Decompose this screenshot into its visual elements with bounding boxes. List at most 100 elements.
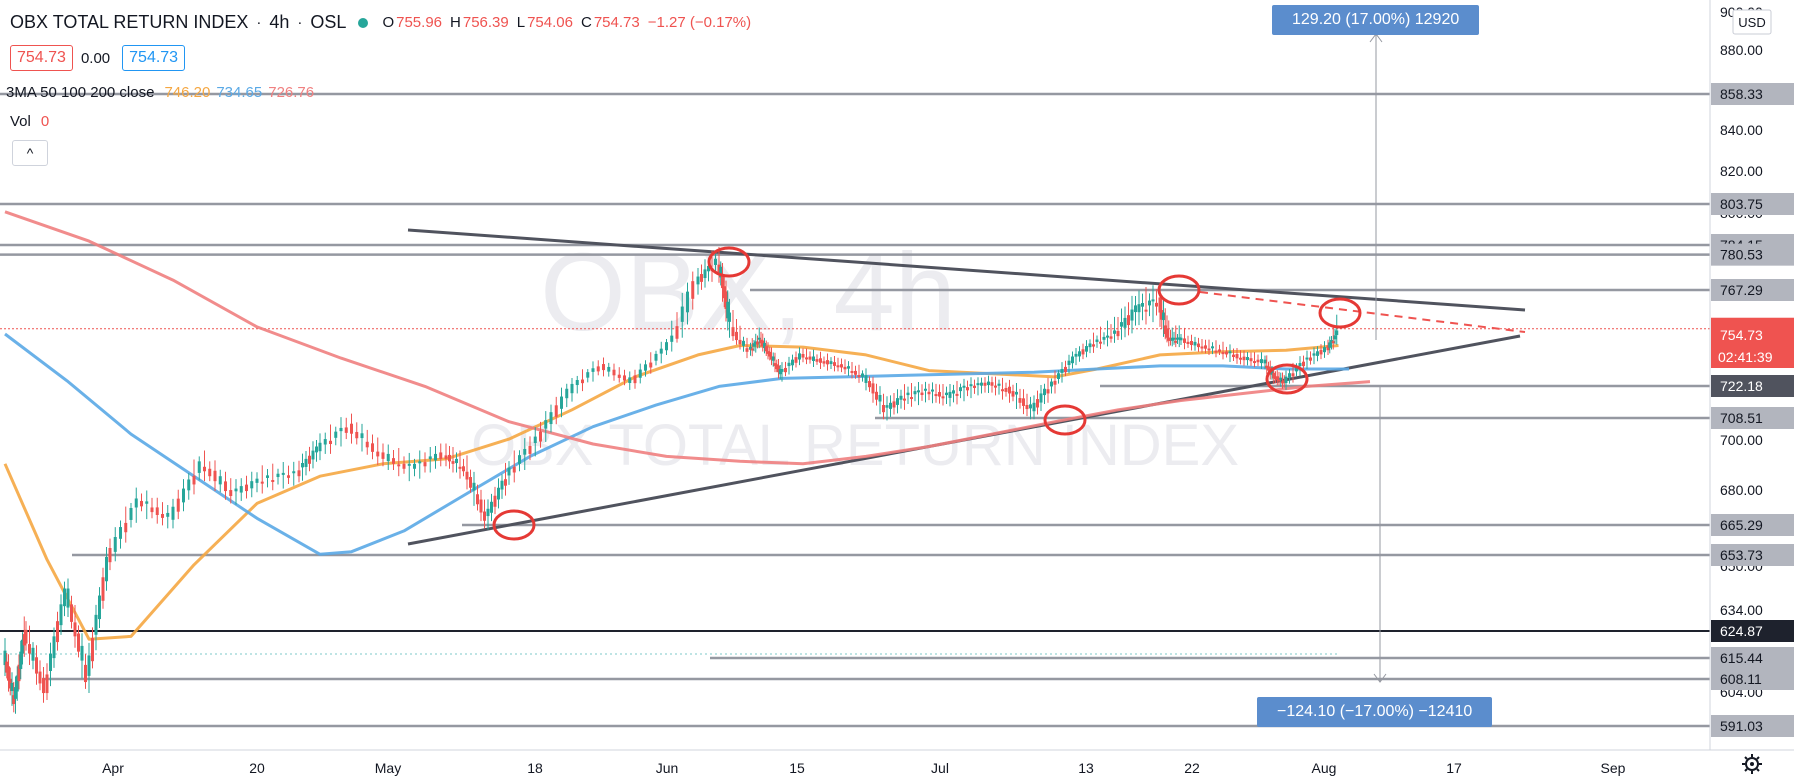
- price-level-tag-label: 653.73: [1720, 547, 1763, 563]
- candle-body: [87, 655, 91, 676]
- candle-body: [1333, 335, 1337, 340]
- candle-body: [315, 446, 318, 453]
- candle-body: [455, 458, 458, 464]
- candle-body: [1177, 337, 1181, 340]
- candle-body: [836, 365, 840, 368]
- candle-body: [1011, 391, 1015, 397]
- candle-body: [311, 450, 315, 460]
- candle-body: [703, 269, 707, 279]
- price-level-tag: [1711, 407, 1794, 429]
- candle-body: [150, 507, 154, 513]
- candle-body: [917, 390, 920, 393]
- ma-legend[interactable]: 3MA 50 100 200 close 746.20 734.65 726.7…: [6, 84, 314, 101]
- candle-body: [42, 678, 45, 694]
- candle-body: [376, 451, 380, 457]
- candle-body: [752, 343, 756, 347]
- dashed-projection-line: [1199, 291, 1526, 333]
- candle-body: [764, 346, 768, 352]
- settings-gear-icon[interactable]: [1742, 754, 1762, 774]
- ask-box[interactable]: 754.73: [122, 45, 186, 71]
- collapse-legend-button[interactable]: ^: [12, 140, 48, 166]
- candle-body: [218, 476, 222, 485]
- candle-body: [1022, 398, 1025, 406]
- candle-body: [728, 312, 731, 322]
- candle-body: [938, 392, 941, 397]
- currency-box[interactable]: [1732, 9, 1772, 35]
- candle-body: [84, 664, 87, 683]
- candle-body: [1288, 373, 1291, 378]
- bid-box[interactable]: 754.73: [10, 45, 73, 71]
- candle-body: [665, 342, 668, 351]
- ohlc-high: 756.39: [462, 14, 509, 31]
- candle-body: [105, 556, 108, 582]
- candle-body: [1053, 380, 1057, 385]
- measure-down-arrow-icon: [1373, 673, 1387, 683]
- volume-legend[interactable]: Vol 0: [10, 113, 49, 130]
- candle-body: [707, 265, 710, 272]
- price-level-tag-label: 665.29: [1720, 517, 1763, 533]
- candle-body: [549, 412, 553, 425]
- price-series: [3, 247, 1339, 714]
- candle-body: [1246, 357, 1249, 361]
- candle-body: [1200, 346, 1204, 349]
- candle-body: [745, 348, 749, 352]
- candle-body: [906, 392, 910, 396]
- candle-body: [7, 666, 10, 681]
- time-axis[interactable]: Apr 20 May 18 Jun 15 Jul 13 22 Aug 17 Sep: [102, 760, 1626, 776]
- candle-body: [439, 452, 443, 459]
- candle-body: [229, 490, 233, 497]
- candle-body: [903, 398, 906, 401]
- candle-body: [766, 351, 770, 354]
- candle-body: [805, 357, 808, 360]
- candle-body: [1228, 351, 1232, 354]
- candle-body: [129, 507, 133, 520]
- candle-body: [1211, 346, 1214, 349]
- candle-body: [344, 427, 348, 433]
- candle-body: [749, 346, 752, 350]
- candle-body: [1085, 346, 1088, 352]
- candle-body: [483, 511, 486, 521]
- candle-body: [297, 470, 301, 477]
- candle-body: [1197, 343, 1200, 348]
- candle-body: [182, 488, 185, 503]
- candle-body: [680, 306, 684, 322]
- candle-body: [1302, 361, 1305, 367]
- candle-body: [1025, 404, 1029, 410]
- candle-body: [66, 588, 70, 608]
- symbol-legend[interactable]: OBX TOTAL RETURN INDEX · 4h · OSL O 755.…: [10, 12, 752, 32]
- ohlc-change: −1.27 (−0.17%): [647, 14, 752, 31]
- candle-body: [1309, 357, 1312, 361]
- candle-body: [931, 389, 934, 392]
- candle-body: [756, 341, 759, 345]
- candle-body: [523, 448, 527, 455]
- candle-body: [628, 377, 632, 383]
- candle-body: [56, 621, 59, 643]
- candle-body: [945, 392, 948, 396]
- candle-body: [413, 463, 416, 469]
- candle-body: [59, 604, 63, 626]
- candle-body: [24, 629, 28, 644]
- ma-line-3: [4, 210, 1371, 466]
- candle-body: [381, 452, 385, 459]
- candle-body: [428, 456, 432, 460]
- candle-body: [423, 462, 427, 467]
- candle-body: [1109, 336, 1113, 339]
- candle-body: [829, 361, 833, 365]
- candle-body: [1036, 399, 1039, 408]
- candle-body: [840, 364, 843, 368]
- candle-body: [644, 364, 647, 371]
- candle-body: [612, 369, 616, 376]
- candle-body: [1267, 366, 1270, 371]
- candle-body: [308, 455, 311, 464]
- candle-body: [649, 362, 653, 368]
- time-tick-label: Aug: [1312, 760, 1337, 776]
- candle-body: [787, 362, 791, 367]
- candle-body: [528, 446, 532, 454]
- candle-body: [871, 383, 875, 394]
- candle-body: [365, 441, 369, 448]
- price-level-tag: [1711, 668, 1794, 690]
- candle-body: [815, 359, 819, 362]
- candle-body: [1204, 345, 1207, 349]
- bid-ask-row: 754.73 0.00 754.73: [10, 45, 193, 71]
